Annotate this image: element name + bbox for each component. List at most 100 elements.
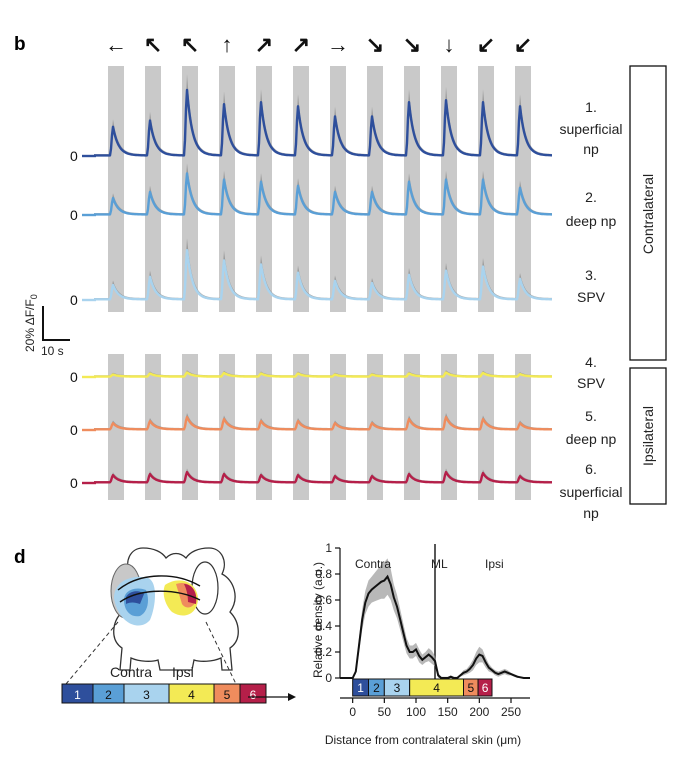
trace-labels: 0 1. superficial np 0 2. deep np 0 3. SPV 0 4. SPV 0 5… [70, 99, 623, 521]
trace-5-zero-label: 0 [70, 422, 78, 438]
stimulus-bar-ipsi-4 [219, 354, 235, 500]
diagram-colorbar-number-6: 6 [250, 688, 257, 702]
flow-arrow [248, 693, 296, 701]
x-tick-label-250: 250 [501, 705, 521, 719]
density-sem-band [340, 558, 530, 678]
trace-5-label-line-1: 5. [585, 408, 597, 424]
x-tick-label-50: 50 [378, 705, 392, 719]
arrow-left-icon: ← [105, 32, 127, 57]
annotation-ipsi: Ipsi [485, 557, 504, 571]
diagram-colorbar-number-3: 3 [143, 688, 150, 702]
stimulus-bar-ipsi-3 [182, 354, 198, 500]
chart-colorbar-number-2: 2 [373, 681, 380, 695]
diagram-colorbar-number-1: 1 [74, 688, 81, 702]
stimulus-bar-contra-8 [367, 66, 383, 312]
diagram-colorbar-segment-6 [239, 683, 267, 704]
trace-3-zero-label: 0 [70, 292, 78, 308]
ipsilateral-label: Ipsilateral [640, 406, 656, 466]
trace-6-zero-label: 0 [70, 475, 78, 491]
diagram-contra-label: Contra [110, 664, 152, 680]
direction-arrows: ← ↖ ↖ ↑ ↗ ↗ → ↘ ↘ ↓ ↙ ↙ [105, 32, 532, 57]
trace-6-line [93, 470, 553, 484]
trace-1-label-line-3: np [583, 141, 599, 157]
y-tick-label-0.4: 0.4 [315, 619, 332, 633]
scale-bar-y-label: 20% ΔF/F0 [23, 294, 39, 352]
arrow-down-left-icon: ↙ [514, 32, 532, 57]
stimulus-bar-contra-7 [330, 66, 346, 312]
arrow-right-icon: → [327, 32, 349, 57]
trace-3-label-line-1: 3. [585, 267, 597, 283]
stimulus-bar-ipsi-5 [256, 354, 272, 500]
contralateral-group: Contralateral [629, 65, 667, 361]
stimulus-bar-contra-1 [108, 66, 124, 312]
stimulus-bar-ipsi-11 [478, 354, 494, 500]
trace-5-label-line-2: deep np [566, 431, 617, 447]
trace-6-label-line-2: superficial [559, 484, 622, 500]
stimulus-bar-ipsi-10 [441, 354, 457, 500]
trace-1-line [93, 88, 553, 157]
arrow-up-right-icon: ↗ [255, 32, 273, 57]
trace-2-label-line-2: deep np [566, 213, 617, 229]
x-axis-label: Distance from contralateral skin (μm) [325, 733, 521, 747]
x-tick-label-100: 100 [406, 705, 426, 719]
annotation-midline: ML [431, 557, 448, 571]
trace-4-label-line-1: 4. [585, 354, 597, 370]
y-tick-label-0.2: 0.2 [315, 645, 332, 659]
y-tick-label-0: 0 [325, 671, 332, 685]
trace-3-label-line-2: SPV [577, 289, 606, 305]
stimulus-bar-ipsi-6 [293, 354, 309, 500]
y-tick-label-0.6: 0.6 [315, 593, 332, 607]
y-tick-label-1: 1 [325, 541, 332, 555]
ipsilateral-group: Ipsilateral [629, 367, 667, 505]
trace-1-label-line-1: 1. [585, 99, 597, 115]
trace-6-label-line-3: np [583, 505, 599, 521]
stimulus-bar-contra-6 [293, 66, 309, 312]
trace-3-line [93, 248, 553, 301]
panel-d-letter: d [14, 547, 26, 568]
chart-colorbar-number-4: 4 [433, 681, 440, 695]
annotation-contra: Contra [355, 557, 391, 571]
arrow-down-icon: ↓ [444, 32, 455, 57]
arrow-down-right-icon: ↘ [403, 32, 421, 57]
y-tick-label-0.8: 0.8 [315, 567, 332, 581]
trace-4-zero-label: 0 [70, 369, 78, 385]
arrow-up-right-icon: ↗ [292, 32, 310, 57]
trace-4-label-line-2: SPV [577, 375, 606, 391]
stimulus-bar-contra-9 [404, 66, 420, 312]
diagram-colorbar: 1 2 3 4 5 6 [61, 683, 267, 704]
chart-colorbar-number-1: 1 [357, 681, 364, 695]
trace-1-zero-label: 0 [70, 148, 78, 164]
trace-2-label-line-1: 2. [585, 189, 597, 205]
diagram-colorbar-number-5: 5 [224, 688, 231, 702]
chart-colorbar-number-6: 6 [482, 681, 489, 695]
density-mean-line [340, 574, 530, 679]
chart-colorbar-number-5: 5 [467, 681, 474, 695]
contralateral-label: Contralateral [640, 174, 656, 254]
arrow-down-right-icon: ↘ [366, 32, 384, 57]
y-axis-label: Relative density (a.u.) [311, 562, 325, 678]
traces [93, 74, 553, 484]
panel-b-letter: b [14, 34, 26, 55]
trace-2-zero-label: 0 [70, 207, 78, 223]
x-tick-label-0: 0 [349, 705, 356, 719]
scale-bar-x-label: 10 s [41, 344, 64, 358]
stimulus-bar-ipsi-9 [404, 354, 420, 500]
stimulus-bar-ipsi-2 [145, 354, 161, 500]
scale-bar: 20% ΔF/F0 10 s [23, 294, 70, 358]
trace-2-line [93, 172, 553, 216]
diagram-ipsi-label: Ipsi [172, 664, 194, 680]
chart-colorbar-segment-6 [477, 678, 493, 697]
stimulus-bar-contra-2 [145, 66, 161, 312]
brain-diagram: Contra Ipsi [65, 547, 239, 685]
chart-colorbar-number-3: 3 [394, 681, 401, 695]
trace-5-line [93, 415, 553, 431]
arrow-up-icon: ↑ [222, 32, 233, 57]
diagram-colorbar-number-2: 2 [105, 688, 112, 702]
x-tick-label-200: 200 [469, 705, 489, 719]
x-tick-label-150: 150 [438, 705, 458, 719]
trace-4-line [93, 371, 553, 378]
arrow-down-left-icon: ↙ [477, 32, 495, 57]
stimulus-bars [108, 66, 531, 500]
